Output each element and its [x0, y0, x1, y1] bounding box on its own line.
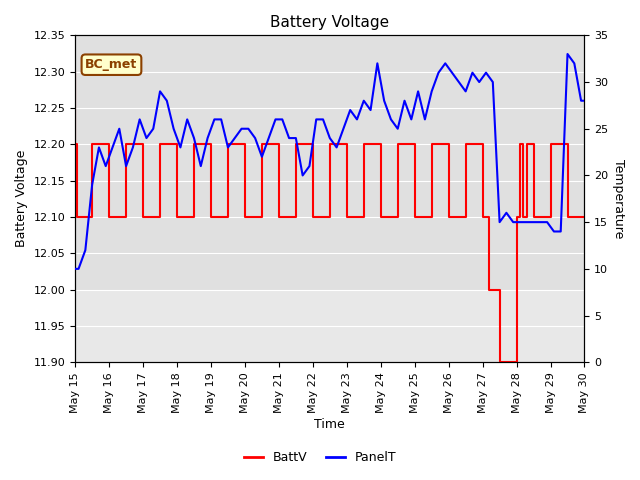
Text: BC_met: BC_met [85, 58, 138, 71]
Bar [75, 36, 584, 289]
Legend: BattV, PanelT: BattV, PanelT [239, 446, 401, 469]
X-axis label: Time: Time [314, 419, 345, 432]
Y-axis label: Battery Voltage: Battery Voltage [15, 150, 28, 248]
Title: Battery Voltage: Battery Voltage [270, 15, 389, 30]
Y-axis label: Temperature: Temperature [612, 159, 625, 239]
